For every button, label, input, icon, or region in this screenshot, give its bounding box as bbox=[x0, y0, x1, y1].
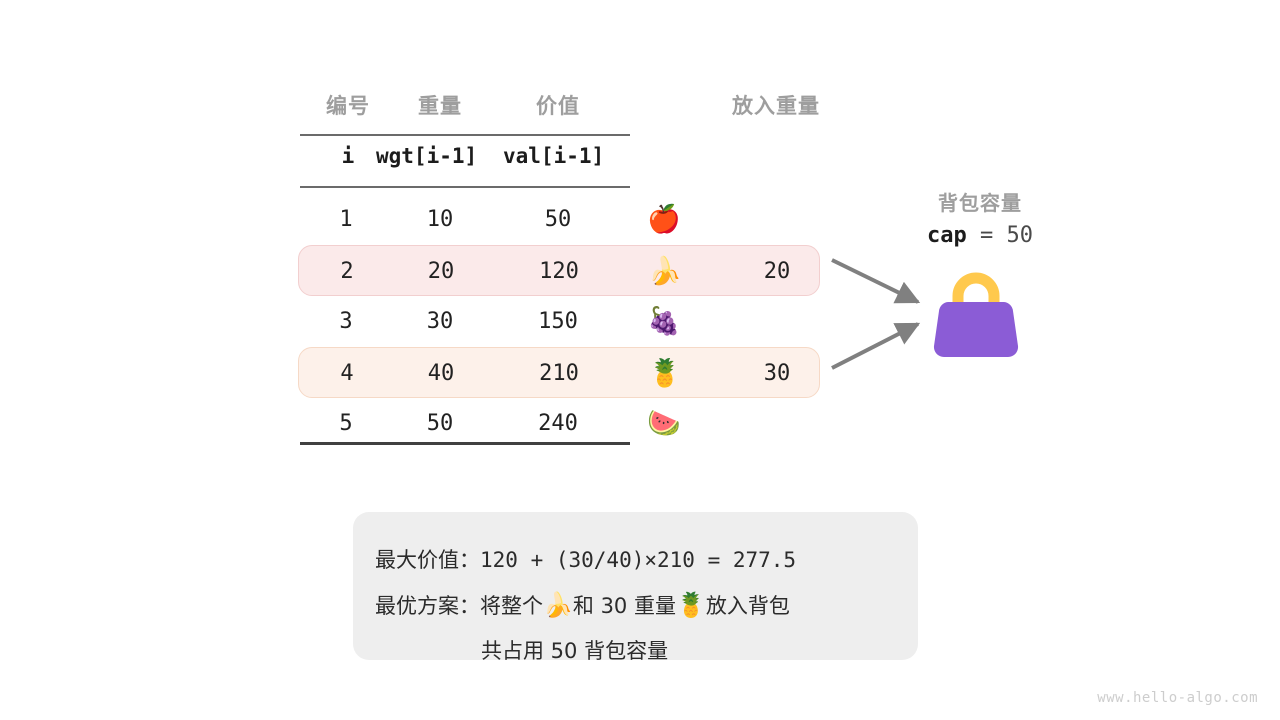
table-row: 2 20 120 🍌 20 bbox=[298, 245, 820, 296]
caption-max-value-label: 最大价值： bbox=[375, 548, 480, 572]
table-body: 1 10 50 🍎 2 20 120 🍌 20 3 30 150 🍇 bbox=[298, 194, 820, 449]
cell-put-weight bbox=[716, 194, 836, 245]
caption-optimal-part3: 放入背包 bbox=[705, 594, 790, 618]
fruit-glyph: 🍇 bbox=[647, 306, 681, 337]
cap-keyword: cap bbox=[927, 223, 967, 248]
table-row: 5 50 240 🍉 bbox=[298, 398, 820, 449]
table-rule-bottom bbox=[300, 442, 630, 445]
apple-icon: 🍎 bbox=[628, 194, 700, 245]
column-header-weight: 重量 bbox=[418, 94, 462, 118]
cell-value: 210 bbox=[539, 361, 579, 386]
banana-icon: 🍌 bbox=[543, 591, 573, 619]
cell-put-weight bbox=[716, 296, 836, 347]
cell-value: 120 bbox=[539, 259, 579, 284]
cell-weight: 40 bbox=[427, 361, 455, 386]
column-header-put-weight: 放入重量 bbox=[732, 94, 820, 118]
table-column-headers: 编号 重量 价值 放入重量 bbox=[298, 90, 820, 132]
banana-icon: 🍌 bbox=[629, 246, 701, 297]
cell-value: 150 bbox=[538, 309, 578, 334]
watermark: www.hello-algo.com bbox=[1097, 690, 1258, 706]
table-row: 4 40 210 🍍 30 bbox=[298, 347, 820, 398]
cell-id: 1 bbox=[339, 207, 353, 232]
fruit-glyph: 🍉 bbox=[647, 408, 681, 439]
backpack-capacity-panel: 背包容量 cap = 50 bbox=[880, 190, 1080, 250]
table-rule-middle bbox=[300, 186, 630, 188]
table-row: 3 30 150 🍇 bbox=[298, 296, 820, 347]
table-row: 1 10 50 🍎 bbox=[298, 194, 820, 245]
grapes-icon: 🍇 bbox=[628, 296, 700, 347]
backpack-capacity-label: 背包容量 bbox=[938, 191, 1022, 215]
caption-line-max-value: 最大价值：120 + (30/40)×210 = 277.5 bbox=[353, 538, 918, 583]
fruit-glyph: 🍌 bbox=[648, 256, 682, 287]
handbag-body bbox=[933, 302, 1019, 358]
pineapple-icon: 🍍 bbox=[629, 348, 701, 399]
handbag-handle bbox=[952, 272, 1000, 326]
caption-optimal-part2: 和 30 重量 bbox=[572, 594, 676, 618]
table-code-headers: i wgt[i-1] val[i-1] bbox=[298, 140, 638, 184]
cell-id: 3 bbox=[339, 309, 353, 334]
cell-value: 240 bbox=[538, 411, 578, 436]
cell-put-weight bbox=[716, 398, 836, 449]
pineapple-icon: 🍍 bbox=[675, 591, 706, 619]
cell-value: 50 bbox=[544, 207, 572, 232]
cell-put-weight: 30 bbox=[763, 361, 791, 386]
column-header-id: 编号 bbox=[326, 94, 370, 118]
cell-put-weight: 20 bbox=[763, 259, 791, 284]
cell-id: 5 bbox=[339, 411, 353, 436]
flow-arrows bbox=[831, 258, 921, 370]
cell-weight: 10 bbox=[426, 207, 454, 232]
watermelon-icon: 🍉 bbox=[628, 398, 700, 449]
caption-line-optimal-plan: 最优方案：将整个🍌和 30 重量🍍放入背包 bbox=[353, 583, 918, 629]
fruit-glyph: 🍍 bbox=[648, 358, 682, 389]
caption-max-value-expression: 120 + (30/40)×210 = 277.5 bbox=[480, 548, 797, 572]
cap-value: 50 bbox=[1006, 223, 1034, 248]
caption-box: 最大价值：120 + (30/40)×210 = 277.5 最优方案：将整个🍌… bbox=[353, 512, 918, 663]
cell-weight: 50 bbox=[426, 411, 454, 436]
table-rule-top bbox=[300, 134, 630, 136]
caption-optimal-part1: 将整个 bbox=[480, 594, 543, 618]
caption-line-total-used: 共占用 50 背包容量 bbox=[481, 639, 669, 663]
fruit-glyph: 🍎 bbox=[647, 204, 681, 235]
arrow-to-bag-bottom bbox=[831, 322, 921, 370]
column-header-value: 价值 bbox=[536, 94, 580, 118]
cap-equals: = bbox=[980, 223, 994, 248]
caption-optimal-label: 最优方案： bbox=[375, 594, 480, 618]
cell-id: 2 bbox=[340, 259, 354, 284]
code-header-val: val[i-1] bbox=[503, 144, 605, 168]
cell-weight: 30 bbox=[426, 309, 454, 334]
cell-weight: 20 bbox=[427, 259, 455, 284]
items-table: 编号 重量 价值 放入重量 i wgt[i-1] val[i-1] 1 10 5… bbox=[298, 90, 820, 445]
handbag-icon bbox=[933, 272, 1019, 358]
code-header-wgt: wgt[i-1] bbox=[376, 144, 478, 168]
code-header-i: i bbox=[341, 144, 355, 168]
backpack-capacity-expression: cap = 50 bbox=[880, 222, 1080, 250]
arrow-to-bag-top bbox=[831, 258, 921, 304]
cell-id: 4 bbox=[340, 361, 354, 386]
